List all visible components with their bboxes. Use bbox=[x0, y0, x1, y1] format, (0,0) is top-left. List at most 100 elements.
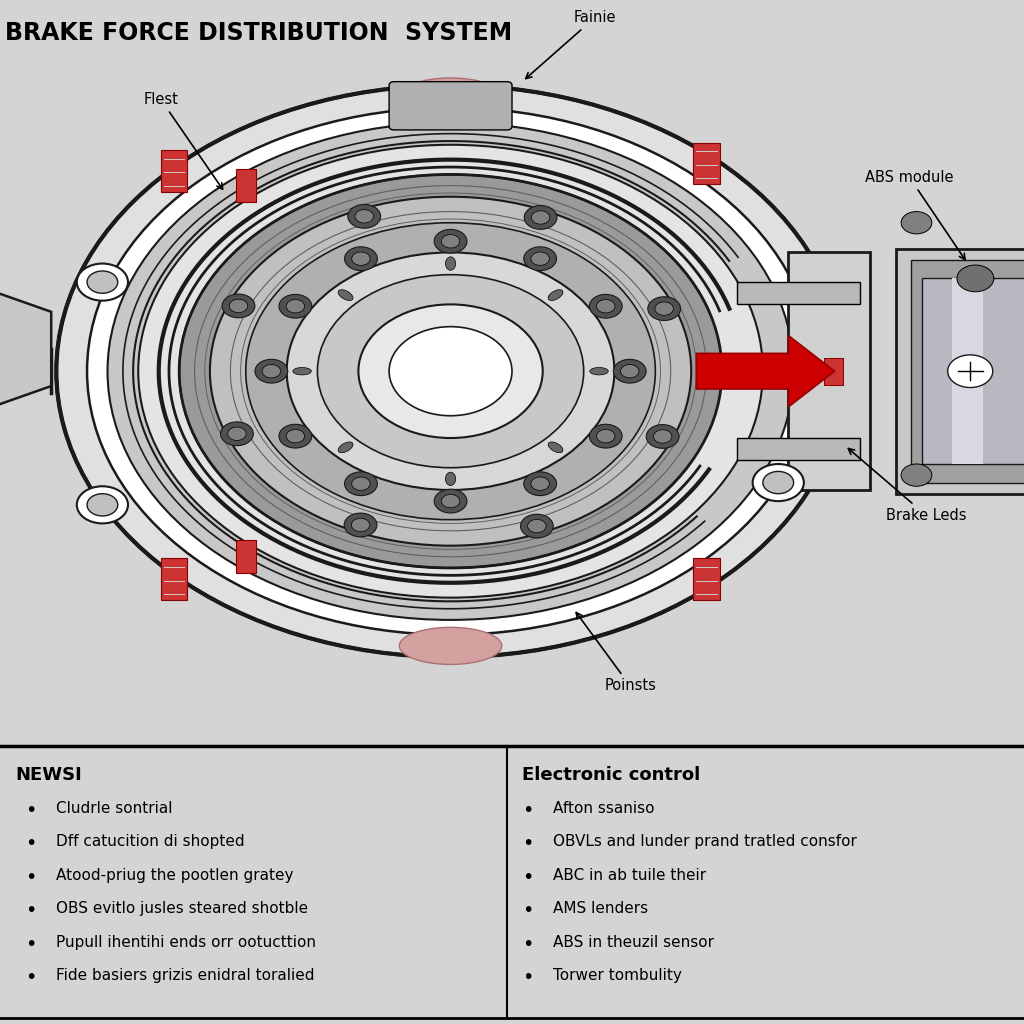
Circle shape bbox=[948, 355, 993, 387]
Circle shape bbox=[530, 477, 549, 490]
Circle shape bbox=[179, 174, 722, 568]
Circle shape bbox=[520, 514, 553, 538]
Circle shape bbox=[646, 425, 679, 449]
Text: Torwer tombulity: Torwer tombulity bbox=[553, 969, 682, 983]
Bar bbox=[737, 282, 860, 304]
Polygon shape bbox=[696, 336, 835, 407]
Circle shape bbox=[527, 519, 546, 532]
Text: •: • bbox=[522, 935, 534, 954]
Circle shape bbox=[87, 494, 118, 516]
Text: BRAKE FORCE DISTRIBUTION  SYSTEM: BRAKE FORCE DISTRIBUTION SYSTEM bbox=[5, 20, 512, 45]
Circle shape bbox=[523, 472, 557, 496]
Ellipse shape bbox=[590, 368, 608, 375]
Text: NEWSI: NEWSI bbox=[15, 766, 82, 784]
Circle shape bbox=[108, 123, 794, 620]
Text: Poinsts: Poinsts bbox=[577, 612, 656, 693]
Ellipse shape bbox=[445, 257, 456, 270]
Bar bbox=[952, 279, 983, 464]
Circle shape bbox=[351, 477, 370, 490]
Circle shape bbox=[653, 430, 672, 443]
Text: Electronic control: Electronic control bbox=[522, 766, 700, 784]
Circle shape bbox=[590, 424, 623, 449]
Circle shape bbox=[87, 271, 118, 293]
Circle shape bbox=[901, 212, 932, 233]
Ellipse shape bbox=[548, 442, 563, 453]
Circle shape bbox=[531, 211, 550, 224]
Circle shape bbox=[286, 429, 304, 442]
Text: Cludrle sontrial: Cludrle sontrial bbox=[56, 801, 173, 815]
Bar bbox=[693, 142, 720, 184]
Bar bbox=[911, 260, 1024, 482]
Polygon shape bbox=[0, 286, 51, 412]
Circle shape bbox=[621, 365, 639, 378]
Text: •: • bbox=[26, 801, 37, 819]
Text: Flest: Flest bbox=[143, 92, 222, 189]
Circle shape bbox=[655, 302, 674, 315]
Circle shape bbox=[246, 223, 655, 520]
Circle shape bbox=[317, 274, 584, 468]
Circle shape bbox=[753, 464, 804, 501]
Circle shape bbox=[389, 327, 512, 416]
FancyBboxPatch shape bbox=[389, 82, 512, 130]
Circle shape bbox=[901, 464, 932, 486]
Circle shape bbox=[344, 472, 377, 496]
Ellipse shape bbox=[548, 290, 563, 300]
Circle shape bbox=[613, 359, 646, 383]
Circle shape bbox=[355, 210, 374, 223]
Circle shape bbox=[434, 489, 467, 513]
Circle shape bbox=[279, 424, 311, 449]
Circle shape bbox=[77, 486, 128, 523]
Ellipse shape bbox=[338, 442, 353, 453]
Bar bbox=[161, 150, 187, 191]
Text: •: • bbox=[522, 867, 534, 887]
Circle shape bbox=[227, 427, 246, 440]
Circle shape bbox=[138, 144, 763, 598]
Text: ABC in ab tuile their: ABC in ab tuile their bbox=[553, 867, 707, 883]
Text: ABS in theuzil sensor: ABS in theuzil sensor bbox=[553, 935, 714, 950]
Text: ABS module: ABS module bbox=[865, 170, 965, 260]
Circle shape bbox=[287, 253, 614, 490]
Circle shape bbox=[210, 197, 691, 546]
Bar bbox=[896, 249, 1024, 494]
Text: •: • bbox=[26, 901, 37, 921]
Text: Brake Leds: Brake Leds bbox=[848, 449, 967, 522]
Circle shape bbox=[956, 265, 993, 292]
Bar bbox=[737, 438, 860, 461]
Circle shape bbox=[344, 513, 377, 537]
Ellipse shape bbox=[338, 290, 353, 300]
Bar bbox=[236, 169, 256, 202]
Text: •: • bbox=[522, 901, 534, 921]
Circle shape bbox=[763, 471, 794, 494]
Bar bbox=[236, 541, 256, 573]
Ellipse shape bbox=[445, 472, 456, 485]
Text: Atood-priug the pootlen gratey: Atood-priug the pootlen gratey bbox=[56, 867, 294, 883]
Circle shape bbox=[530, 252, 549, 265]
Bar bbox=[161, 558, 187, 600]
Ellipse shape bbox=[399, 78, 502, 115]
Circle shape bbox=[441, 495, 460, 508]
Circle shape bbox=[523, 247, 557, 270]
Circle shape bbox=[358, 304, 543, 438]
FancyBboxPatch shape bbox=[788, 253, 870, 490]
Bar bbox=[824, 357, 843, 385]
Text: •: • bbox=[522, 835, 534, 853]
Circle shape bbox=[56, 85, 845, 657]
Circle shape bbox=[344, 247, 378, 270]
Circle shape bbox=[590, 294, 623, 318]
Text: Fainie: Fainie bbox=[525, 10, 616, 79]
Circle shape bbox=[648, 297, 681, 321]
Text: •: • bbox=[26, 935, 37, 954]
Text: •: • bbox=[522, 801, 534, 819]
Circle shape bbox=[597, 429, 615, 442]
Circle shape bbox=[524, 206, 557, 229]
Circle shape bbox=[352, 252, 371, 265]
Circle shape bbox=[220, 422, 253, 445]
Text: Afton ssaniso: Afton ssaniso bbox=[553, 801, 654, 815]
Circle shape bbox=[222, 294, 255, 317]
Circle shape bbox=[279, 294, 311, 318]
Circle shape bbox=[262, 365, 281, 378]
Text: •: • bbox=[26, 835, 37, 853]
Text: Pupull ihentihi ends orr ootucttion: Pupull ihentihi ends orr ootucttion bbox=[56, 935, 316, 950]
Text: Fide basiers grizis enidral toralied: Fide basiers grizis enidral toralied bbox=[56, 969, 314, 983]
Circle shape bbox=[87, 108, 814, 635]
